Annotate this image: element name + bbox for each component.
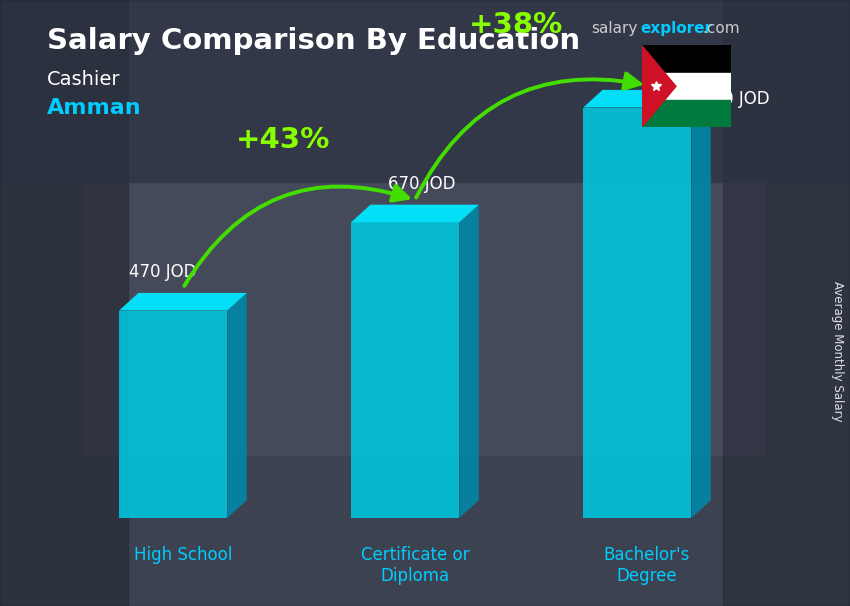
Bar xyxy=(0,0,128,606)
Polygon shape xyxy=(119,310,227,518)
Bar xyxy=(85,182,765,454)
Polygon shape xyxy=(227,293,246,518)
Text: salary: salary xyxy=(591,21,638,36)
Text: Amman: Amman xyxy=(47,98,141,118)
Text: 470 JOD: 470 JOD xyxy=(128,264,196,281)
Text: Average Monthly Salary: Average Monthly Salary xyxy=(830,281,844,422)
Polygon shape xyxy=(351,222,459,518)
Polygon shape xyxy=(642,45,676,127)
Text: .com: .com xyxy=(702,21,740,36)
Polygon shape xyxy=(351,205,479,222)
Bar xyxy=(0,0,850,182)
Bar xyxy=(642,100,731,127)
Text: Salary Comparison By Education: Salary Comparison By Education xyxy=(47,27,580,55)
Bar xyxy=(642,45,731,73)
Text: Certificate or
Diploma: Certificate or Diploma xyxy=(360,546,469,585)
Polygon shape xyxy=(459,205,479,518)
Text: +38%: +38% xyxy=(468,11,563,39)
Text: explorer: explorer xyxy=(640,21,712,36)
Polygon shape xyxy=(583,107,692,518)
Text: Bachelor's
Degree: Bachelor's Degree xyxy=(604,546,690,585)
Bar xyxy=(722,0,850,606)
Polygon shape xyxy=(119,293,246,310)
Text: +43%: +43% xyxy=(236,126,331,154)
Polygon shape xyxy=(692,90,711,518)
Bar xyxy=(642,73,731,100)
Text: Cashier: Cashier xyxy=(47,70,120,88)
Text: 930 JOD: 930 JOD xyxy=(702,90,770,108)
Text: High School: High School xyxy=(133,546,232,564)
Polygon shape xyxy=(583,90,711,107)
Text: 670 JOD: 670 JOD xyxy=(388,175,456,193)
